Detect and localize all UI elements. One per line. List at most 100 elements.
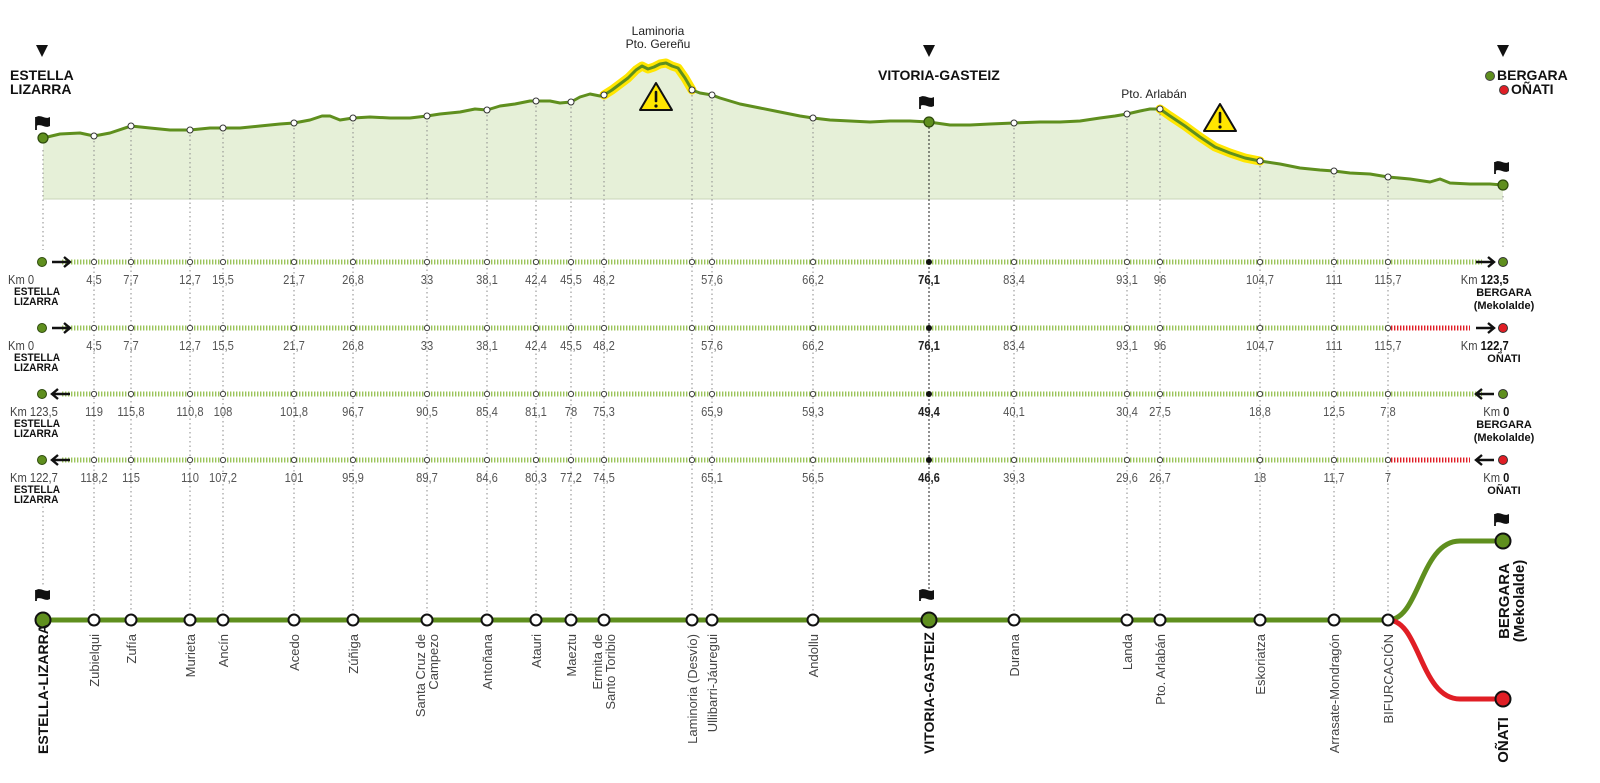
map-station-onati <box>1494 690 1512 708</box>
track-marker <box>600 456 608 464</box>
map-branch-bergara <box>1387 538 1503 623</box>
km-value: 18 <box>1253 470 1267 485</box>
km-value: 26,8 <box>342 272 364 287</box>
track-marker <box>483 390 491 398</box>
track-marker <box>1010 324 1018 332</box>
km-value: 118,2 <box>80 470 108 485</box>
peak-label-arlaban: Pto. Arlabán <box>1121 87 1187 101</box>
warning-icon <box>639 82 673 111</box>
track-marker <box>1156 390 1164 398</box>
arrow-right-icon <box>1476 322 1496 334</box>
station-label: Ullibarri-Jáuregui <box>705 634 720 754</box>
elevation-area <box>43 63 1503 199</box>
track-start-name-line: ESTELLA <box>14 484 61 496</box>
end-title-onati: OÑATI <box>1499 82 1568 96</box>
km-value: 15,5 <box>212 338 234 353</box>
km-value: 42,4 <box>525 272 547 287</box>
track-marker <box>532 456 540 464</box>
track-marker <box>1256 456 1264 464</box>
km-value: 115,8 <box>117 404 145 419</box>
track-marker <box>1123 324 1131 332</box>
profile-marker <box>186 126 194 134</box>
track-end-name-line: BERGARA <box>1476 419 1532 431</box>
track-marker <box>219 324 227 332</box>
profile-city-marker <box>923 116 935 128</box>
km-value: 89,7 <box>416 470 438 485</box>
track-end-km-value: 122,7 <box>1481 338 1509 353</box>
track-marker <box>483 324 491 332</box>
track-marker <box>1156 324 1164 332</box>
track-marker <box>1330 258 1338 266</box>
track-marker <box>1256 324 1264 332</box>
profile-marker <box>1156 105 1164 113</box>
station-label-line: Durana <box>1006 634 1022 677</box>
km-value: 115,7 <box>1374 338 1402 353</box>
km-value: 7 <box>1384 470 1392 485</box>
km-value: 48,2 <box>593 338 615 353</box>
station-label-line: Arrasate-Mondragón <box>1326 634 1342 754</box>
km-value: 66,2 <box>802 338 824 353</box>
track-marker <box>483 258 491 266</box>
station-label: ESTELLA-LIZARRA <box>35 624 51 754</box>
flag-cloth <box>36 589 50 600</box>
branch-label-onati: OÑATI <box>1495 717 1512 763</box>
km-value: 96 <box>1153 338 1167 353</box>
map-station <box>597 613 611 627</box>
track-marker <box>1123 390 1131 398</box>
track-marker <box>688 258 696 266</box>
track-end-name-line: (Mekolalde) <box>1473 432 1535 444</box>
station-label-line: Andollu <box>805 634 821 678</box>
arrow-left-icon <box>1474 454 1494 466</box>
start-title: ESTELLA LIZARRA <box>10 68 74 96</box>
track-end-km-prefix: Km <box>1482 404 1503 419</box>
peak-label-gerenu-line1: Laminoria <box>631 24 685 38</box>
km-value: 104,7 <box>1246 338 1274 353</box>
profile-marker <box>567 98 575 106</box>
km-value: 33 <box>420 272 434 287</box>
track-end-name-line: (Mekolalde) <box>1473 300 1535 312</box>
km-track-4 <box>37 454 1508 466</box>
end-title-bergara: BERGARA <box>1485 68 1568 82</box>
arrow-down-icon <box>923 45 935 57</box>
km-value: 12,7 <box>179 272 201 287</box>
track-start-dot <box>37 455 47 465</box>
station-label: Arrasate-Mondragón <box>1326 634 1342 754</box>
map-branch-onati <box>1387 617 1503 702</box>
km-value: 66,2 <box>802 272 824 287</box>
track-start-name-line: LIZARRA <box>14 494 59 506</box>
track-marker <box>1384 258 1392 266</box>
map-station <box>1253 613 1267 627</box>
station-label-line: Zufía <box>123 634 139 664</box>
track-marker <box>567 258 575 266</box>
track-marker <box>423 390 431 398</box>
km-value: 74,5 <box>593 470 615 485</box>
km-value: 108 <box>213 404 233 419</box>
km-value: 45,5 <box>560 338 582 353</box>
track-marker <box>423 456 431 464</box>
km-value: 65,1 <box>701 470 723 485</box>
track-marker <box>567 324 575 332</box>
track-marker <box>1384 456 1392 464</box>
track-marker <box>809 390 817 398</box>
station-label: Santa Cruz de Campezo <box>413 634 441 754</box>
track-start-km: Km 0 <box>8 272 35 287</box>
map-station <box>1381 613 1395 627</box>
profile-marker <box>423 112 431 120</box>
km-value: 11,7 <box>1323 470 1345 485</box>
km-value: 111 <box>1325 338 1343 353</box>
track-city-marker <box>926 457 932 463</box>
flag-cloth <box>1495 513 1509 524</box>
arrow-right-icon <box>52 322 72 334</box>
track-marker <box>1330 324 1338 332</box>
profile-marker <box>219 124 227 132</box>
track-start-name-line: ESTELLA <box>14 352 61 364</box>
map-station <box>420 613 434 627</box>
track-start-km: Km 0 <box>8 338 35 353</box>
km-value: 75,3 <box>593 404 615 419</box>
track-marker <box>688 324 696 332</box>
track-marker <box>1330 390 1338 398</box>
track-end-name: BERGARA (Mekolalde) <box>1470 287 1538 313</box>
track-marker <box>90 456 98 464</box>
track-end-km: Km 0 <box>1483 405 1509 419</box>
